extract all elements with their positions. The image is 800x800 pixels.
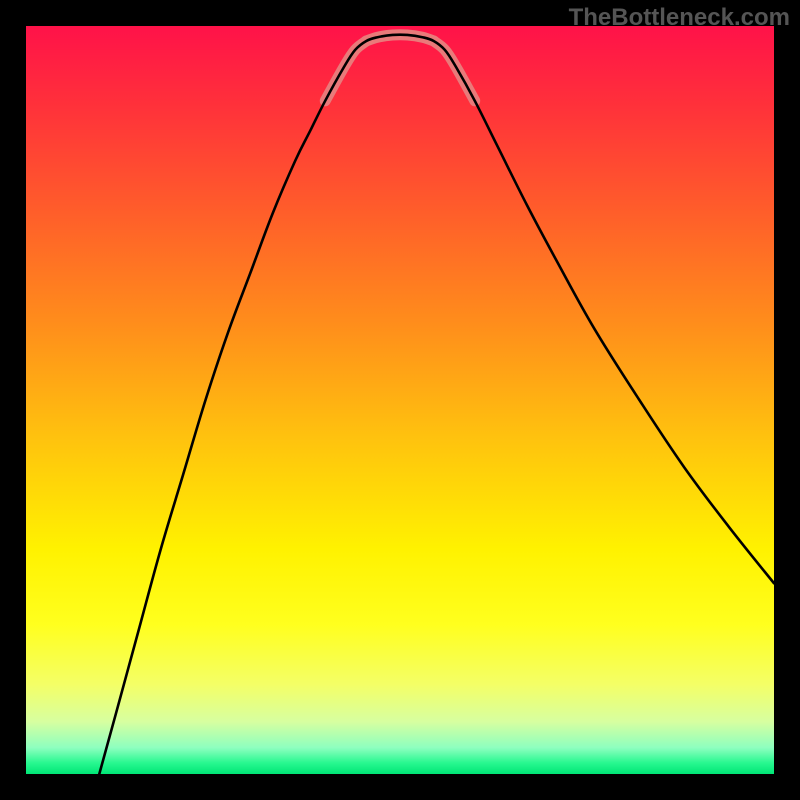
plot-area xyxy=(26,26,774,774)
chart-svg xyxy=(26,26,774,774)
chart-root: TheBottleneck.com xyxy=(0,0,800,800)
watermark-text: TheBottleneck.com xyxy=(569,4,790,32)
gradient-fill xyxy=(26,26,774,774)
